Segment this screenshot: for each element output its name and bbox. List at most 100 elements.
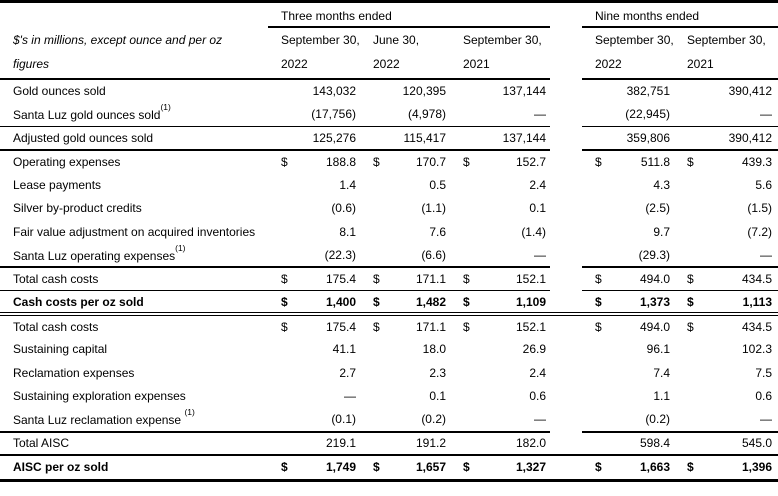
currency-symbol xyxy=(450,408,474,433)
group-header-nine-months: Nine months ended xyxy=(582,3,778,28)
value-cell: (29.3) xyxy=(602,243,674,268)
row-label: Santa Luz reclamation expense (1) xyxy=(0,407,268,433)
value-cell: 9.7 xyxy=(653,224,670,239)
value-cell: 1,373 xyxy=(602,290,674,316)
currency-symbol xyxy=(582,79,602,103)
column-header-date: June 30, xyxy=(373,33,420,47)
table-row: Adjusted gold ounces sold 125,276 115,417 1… xyxy=(0,126,778,151)
value-cell: 390,412 xyxy=(698,126,778,151)
value-cell: 8.1 xyxy=(339,224,356,239)
value-cell: 170.7 xyxy=(415,154,446,169)
currency-symbol: $ xyxy=(674,290,698,316)
currency-symbol xyxy=(360,197,384,221)
currency-symbol xyxy=(360,126,384,151)
row-label: Fair value adjustment on acquired invent… xyxy=(13,224,256,239)
table-row: Total AISC 219.1 191.2 182.0 598.4 545.0 xyxy=(0,431,778,456)
value-cell: 143,032 xyxy=(312,84,356,99)
currency-symbol xyxy=(450,385,474,409)
column-gap xyxy=(550,173,582,197)
currency-symbol: $ xyxy=(373,319,380,334)
currency-symbol xyxy=(674,102,698,127)
column-header-date: September 30, xyxy=(687,33,766,47)
currency-symbol xyxy=(674,431,698,456)
row-label: Total cash costs xyxy=(0,267,268,291)
currency-symbol xyxy=(268,173,288,197)
value-cell: 1.4 xyxy=(339,177,356,192)
currency-symbol xyxy=(268,79,288,103)
currency-symbol: $ xyxy=(687,319,694,334)
value-cell: 191.2 xyxy=(384,431,450,456)
table-row: Santa Luz gold ounces sold(1) (17,756) (4,… xyxy=(0,102,778,127)
value-cell: 1,749 xyxy=(325,460,356,475)
value-cell: 2.4 xyxy=(529,177,546,192)
value-cell: (0.6) xyxy=(331,201,356,216)
table-row: Lease payments 1.4 0.5 2.4 4.3 5.6 xyxy=(0,173,778,197)
empty-corner-cell xyxy=(0,3,268,27)
currency-symbol xyxy=(268,361,288,385)
column-header-date: September 30, xyxy=(281,33,360,47)
column-gap xyxy=(550,27,582,79)
value-cell: 18.0 xyxy=(422,342,446,357)
currency-symbol: $ xyxy=(687,154,694,169)
row-label: Total AISC xyxy=(0,431,268,456)
value-cell: 1.1 xyxy=(653,389,670,404)
value-cell: 175.4 xyxy=(288,267,360,291)
currency-symbol xyxy=(450,79,474,103)
currency-symbol xyxy=(360,338,384,362)
currency-symbol xyxy=(582,102,602,127)
column-header: June 30, 2022 xyxy=(360,27,450,80)
column-gap xyxy=(550,244,582,268)
currency-symbol: $ xyxy=(360,267,384,291)
currency-symbol xyxy=(582,385,602,409)
value-cell: 41.1 xyxy=(332,342,356,357)
currency-symbol: $ xyxy=(281,154,288,169)
value-cell: (22,945) xyxy=(602,102,674,127)
currency-symbol: $ xyxy=(450,267,474,291)
currency-symbol xyxy=(582,243,602,268)
value-cell: 171.1 xyxy=(415,319,446,334)
currency-symbol xyxy=(582,408,602,433)
row-label: Reclamation expenses xyxy=(13,365,135,380)
currency-symbol xyxy=(268,243,288,268)
table-row: Sustaining capital 41.1 18.0 26.9 96.1 102.3 xyxy=(0,338,778,362)
value-cell: 494.0 xyxy=(602,267,674,291)
currency-symbol: $ xyxy=(582,267,602,291)
column-header: September 30, 2022 xyxy=(582,27,674,80)
table-row: Gold ounces sold 143,032 120,395 137,144 382… xyxy=(0,79,778,103)
currency-symbol xyxy=(268,102,288,127)
column-gap xyxy=(550,431,582,456)
currency-symbol xyxy=(268,408,288,433)
column-gap xyxy=(550,220,582,244)
value-cell: 102.3 xyxy=(741,342,773,357)
cost-metrics-page: Three months ended Nine months ended $'s… xyxy=(0,0,778,482)
column-header-year: 2021 xyxy=(463,57,490,71)
value-cell: 545.0 xyxy=(698,431,778,456)
column-header: September 30, 2021 xyxy=(450,27,550,80)
column-header-year: 2022 xyxy=(595,57,622,71)
currency-symbol xyxy=(360,220,384,244)
value-cell: 2.7 xyxy=(339,365,356,380)
currency-symbol: $ xyxy=(281,460,288,475)
currency-symbol xyxy=(674,197,698,221)
value-cell: 137,144 xyxy=(502,84,546,99)
row-label: Operating expenses xyxy=(13,154,121,169)
unit-note: $'s in millions, except ounce and per oz… xyxy=(0,27,268,80)
value-cell: 1,482 xyxy=(384,290,450,316)
currency-symbol xyxy=(268,385,288,409)
column-gap xyxy=(550,290,582,316)
table-row: Santa Luz reclamation expense (1) (0.1) (0… xyxy=(0,407,778,433)
currency-symbol xyxy=(674,220,698,244)
value-cell: 152.1 xyxy=(474,267,550,291)
currency-symbol xyxy=(582,361,602,385)
currency-symbol: $ xyxy=(268,290,288,316)
value-cell: — xyxy=(698,102,778,127)
column-header-year: 2021 xyxy=(687,57,714,71)
value-cell: 1,657 xyxy=(415,460,446,475)
currency-symbol xyxy=(674,79,698,103)
value-cell: (0.2) xyxy=(384,408,450,433)
value-cell: — xyxy=(474,102,550,127)
table-header: Three months ended Nine months ended $'s… xyxy=(0,3,778,80)
currency-symbol xyxy=(450,197,474,221)
value-cell: 219.1 xyxy=(288,431,360,456)
table-body: Gold ounces sold 143,032 120,395 137,144 382… xyxy=(0,79,778,479)
